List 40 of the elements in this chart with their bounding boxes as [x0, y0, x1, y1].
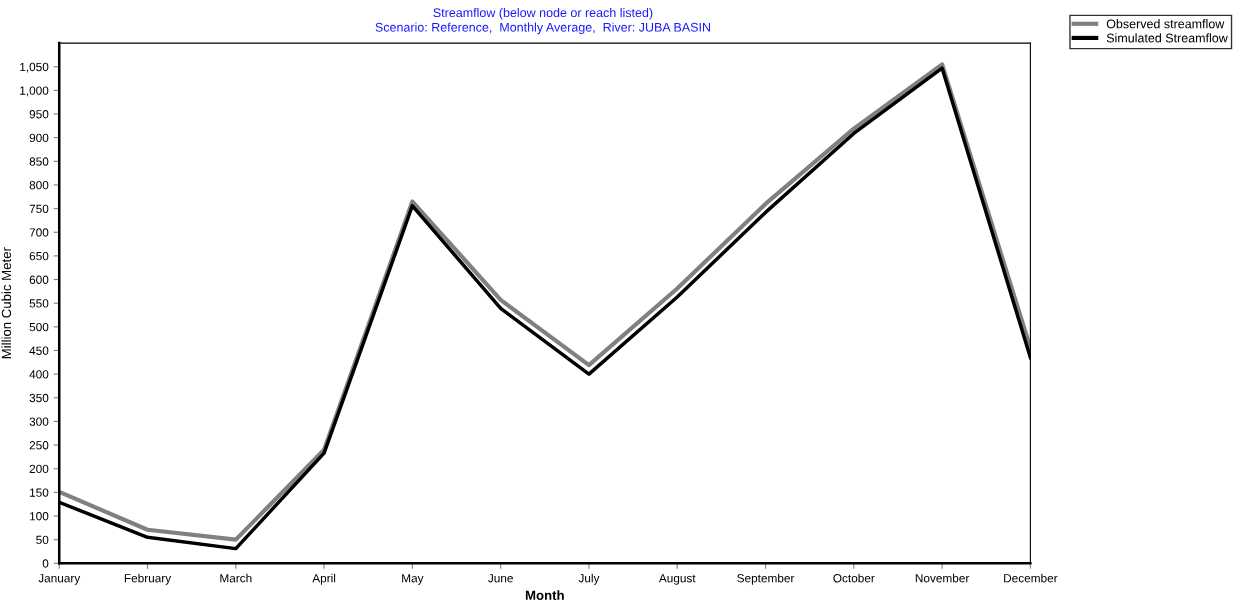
x-tick-label: November: [915, 573, 970, 583]
y-tick-label: 350: [29, 393, 49, 403]
y-tick-label: 250: [29, 441, 49, 450]
x-tick-label: January: [38, 574, 81, 585]
y-tick-label: 100: [30, 512, 49, 521]
y-tick-label: 500: [29, 322, 49, 332]
y-tick-label: 650: [29, 251, 49, 261]
x-tick-label: September: [737, 573, 795, 585]
x-tick-label: May: [402, 574, 424, 585]
y-tick-label: 750: [29, 204, 49, 214]
x-tick-label: March: [220, 573, 252, 583]
x-tick-label: August: [658, 574, 696, 585]
legend-label: Simulated Streamflow: [1106, 33, 1228, 43]
x-axis-title: Month: [525, 590, 564, 600]
y-tick-label: 300: [29, 417, 49, 426]
y-tick-label: 600: [29, 275, 49, 284]
chart-subtitle: Scenario: Reference, Monthly Average, River: JUBA BASIN: [375, 22, 710, 35]
y-tick-label: 50: [36, 535, 49, 545]
y-tick-label: 700: [29, 228, 49, 237]
y-tick-label: 150: [30, 488, 49, 497]
x-tick-label: October: [833, 573, 875, 583]
x-tick-label: February: [124, 573, 172, 585]
x-tick-label: April: [312, 573, 336, 585]
x-tick-label: July: [578, 573, 600, 585]
y-axis-title: Million Cubic Meter: [1, 247, 12, 359]
y-tick-label: 400: [29, 370, 49, 379]
y-tick-label: 900: [29, 133, 49, 143]
y-tick-label: 1,000: [20, 86, 49, 97]
y-tick-label: 450: [29, 346, 49, 355]
legend-label: Observed streamflow: [1106, 19, 1225, 29]
y-tick-label: 1,050: [20, 62, 49, 73]
y-tick-label: 950: [29, 110, 49, 119]
y-tick-label: 800: [29, 181, 49, 190]
y-tick-label: 850: [29, 157, 49, 166]
x-tick-label: June: [488, 574, 513, 583]
y-tick-label: 200: [29, 464, 49, 474]
chart-title: Streamflow (below node or reach listed): [433, 7, 653, 20]
y-tick-label: 0: [42, 559, 49, 568]
x-tick-label: December: [1004, 573, 1058, 583]
y-tick-label: 550: [29, 299, 49, 308]
